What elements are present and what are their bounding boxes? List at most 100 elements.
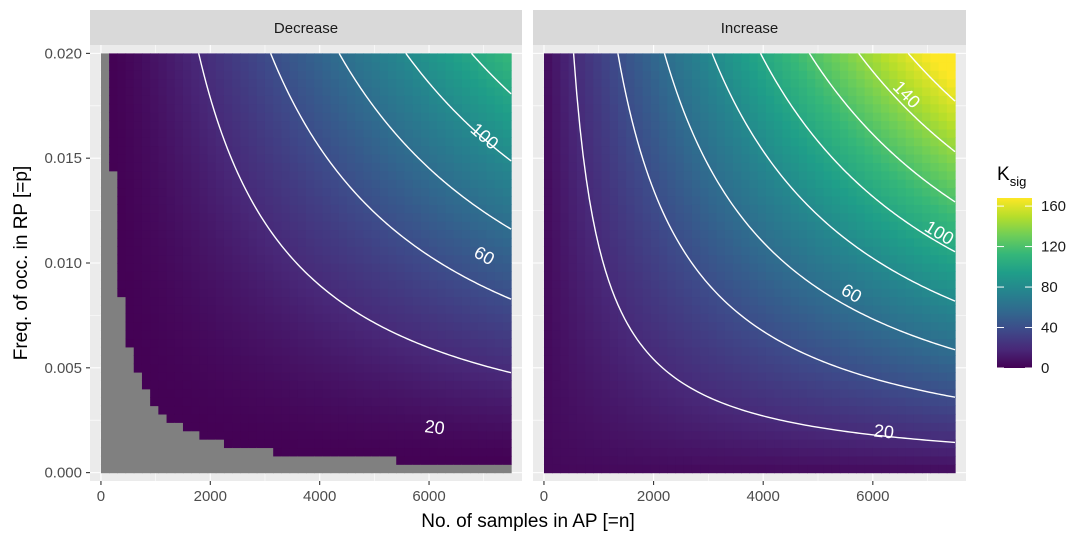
heat-tile	[413, 162, 422, 171]
heat-tile	[569, 397, 578, 406]
heat-tile	[552, 431, 561, 440]
heat-tile	[413, 271, 422, 280]
heat-tile	[717, 322, 726, 331]
heat-tile	[782, 137, 791, 146]
heat-tile	[848, 87, 857, 96]
heat-tile	[454, 397, 463, 406]
heat-tile	[216, 171, 225, 180]
heat-tile	[577, 372, 586, 381]
heat-tile	[314, 129, 323, 138]
heat-tile	[585, 406, 594, 415]
heat-tile	[240, 171, 249, 180]
heat-tile	[117, 338, 126, 347]
heat-tile	[634, 221, 643, 230]
heat-tile	[626, 146, 635, 155]
heat-tile	[199, 447, 208, 456]
heat-tile	[659, 389, 668, 398]
heat-tile	[799, 389, 808, 398]
heat-tile	[265, 95, 274, 104]
heat-tile	[273, 288, 282, 297]
heat-tile	[733, 372, 742, 381]
heat-tile	[445, 288, 454, 297]
heat-tile	[437, 62, 446, 71]
heat-tile	[183, 112, 192, 121]
heat-tile	[216, 213, 225, 222]
heat-tile	[445, 146, 454, 155]
heat-tile	[322, 364, 331, 373]
heat-tile	[396, 380, 405, 389]
heat-tile	[717, 347, 726, 356]
heat-tile	[101, 422, 110, 431]
heat-tile	[651, 456, 660, 465]
heat-tile	[889, 288, 898, 297]
heat-tile	[552, 204, 561, 213]
heat-tile	[298, 87, 307, 96]
heat-tile	[273, 146, 282, 155]
heat-tile	[199, 313, 208, 322]
heat-tile	[478, 162, 487, 171]
heat-tile	[692, 112, 701, 121]
heat-tile	[708, 355, 717, 364]
heat-tile	[101, 322, 110, 331]
heat-tile	[413, 422, 422, 431]
heat-tile	[126, 456, 135, 465]
heat-tile	[544, 213, 553, 222]
heat-tile	[569, 456, 578, 465]
heat-tile	[897, 238, 906, 247]
heat-tile	[618, 422, 627, 431]
heat-tile	[774, 179, 783, 188]
heat-tile	[150, 372, 159, 381]
heat-tile	[290, 313, 299, 322]
heat-tile	[725, 271, 734, 280]
heat-tile	[134, 196, 143, 205]
heat-tile	[470, 104, 479, 113]
heat-tile	[183, 179, 192, 188]
heat-tile	[454, 338, 463, 347]
heat-tile	[865, 464, 874, 473]
heat-tile	[322, 447, 331, 456]
heat-tile	[865, 221, 874, 230]
heat-tile	[429, 70, 438, 79]
heat-tile	[249, 330, 258, 339]
heat-tile	[224, 355, 233, 364]
heat-tile	[445, 364, 454, 373]
heat-tile	[257, 229, 266, 238]
heat-tile	[101, 271, 110, 280]
heat-tile	[454, 79, 463, 88]
heat-tile	[175, 305, 184, 314]
heat-tile	[914, 322, 923, 331]
heat-tile	[799, 280, 808, 289]
heat-tile	[914, 238, 923, 247]
heat-tile	[347, 355, 356, 364]
heat-tile	[322, 397, 331, 406]
heat-tile	[758, 196, 767, 205]
heat-tile	[445, 271, 454, 280]
heat-tile	[758, 330, 767, 339]
heat-tile	[733, 288, 742, 297]
heat-tile	[725, 112, 734, 121]
heat-tile	[873, 62, 882, 71]
heat-tile	[298, 288, 307, 297]
heat-tile	[774, 456, 783, 465]
heat-tile	[388, 95, 397, 104]
heat-tile	[741, 364, 750, 373]
heat-tile	[331, 439, 340, 448]
heat-tile	[774, 288, 783, 297]
heat-tile	[922, 188, 931, 197]
heat-tile	[363, 397, 372, 406]
heat-tile	[232, 414, 241, 423]
heat-tile	[413, 431, 422, 440]
heat-tile	[117, 255, 126, 264]
heat-tile	[306, 104, 315, 113]
heat-tile	[897, 62, 906, 71]
heat-tile	[815, 406, 824, 415]
heat-tile	[569, 179, 578, 188]
heat-tile	[158, 62, 167, 71]
heat-tile	[134, 154, 143, 163]
heat-tile	[856, 229, 865, 238]
heat-tile	[930, 456, 939, 465]
heat-tile	[939, 263, 948, 272]
heat-tile	[881, 95, 890, 104]
heat-tile	[774, 439, 783, 448]
heat-tile	[175, 389, 184, 398]
